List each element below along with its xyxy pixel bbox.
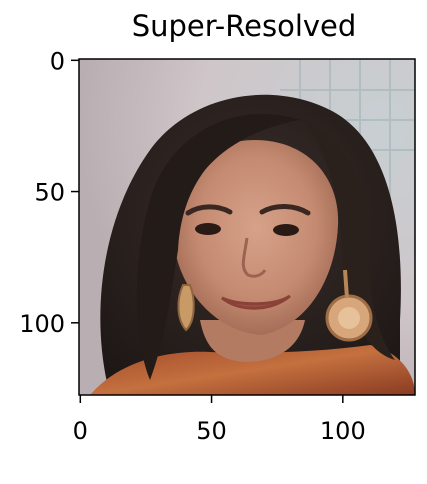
chart-title: Super-Resolved	[132, 9, 357, 43]
x-tick-label: 50	[196, 417, 227, 445]
x-tick-label: 100	[320, 417, 366, 445]
right-earring	[325, 269, 373, 342]
y-tick-label: 100	[19, 310, 65, 338]
left-eye	[195, 223, 221, 235]
x-tick-label: 0	[73, 417, 88, 445]
left-eyebrow	[185, 204, 233, 216]
y-axis: 0 50 100	[19, 47, 79, 338]
left-earring	[177, 284, 195, 332]
face	[175, 140, 339, 335]
axes-frame	[78, 58, 416, 396]
mouth	[221, 294, 291, 310]
hair-front	[136, 113, 300, 380]
x-axis: 0 50 100	[73, 395, 366, 445]
right-eyebrow	[259, 204, 311, 216]
nose	[241, 237, 267, 278]
y-tick-label: 0	[50, 47, 65, 75]
y-tick-label: 50	[34, 179, 65, 207]
hair-right	[305, 120, 395, 360]
neck	[200, 320, 305, 362]
image-area	[79, 59, 415, 395]
clothing	[90, 345, 415, 395]
right-eye	[273, 224, 299, 236]
